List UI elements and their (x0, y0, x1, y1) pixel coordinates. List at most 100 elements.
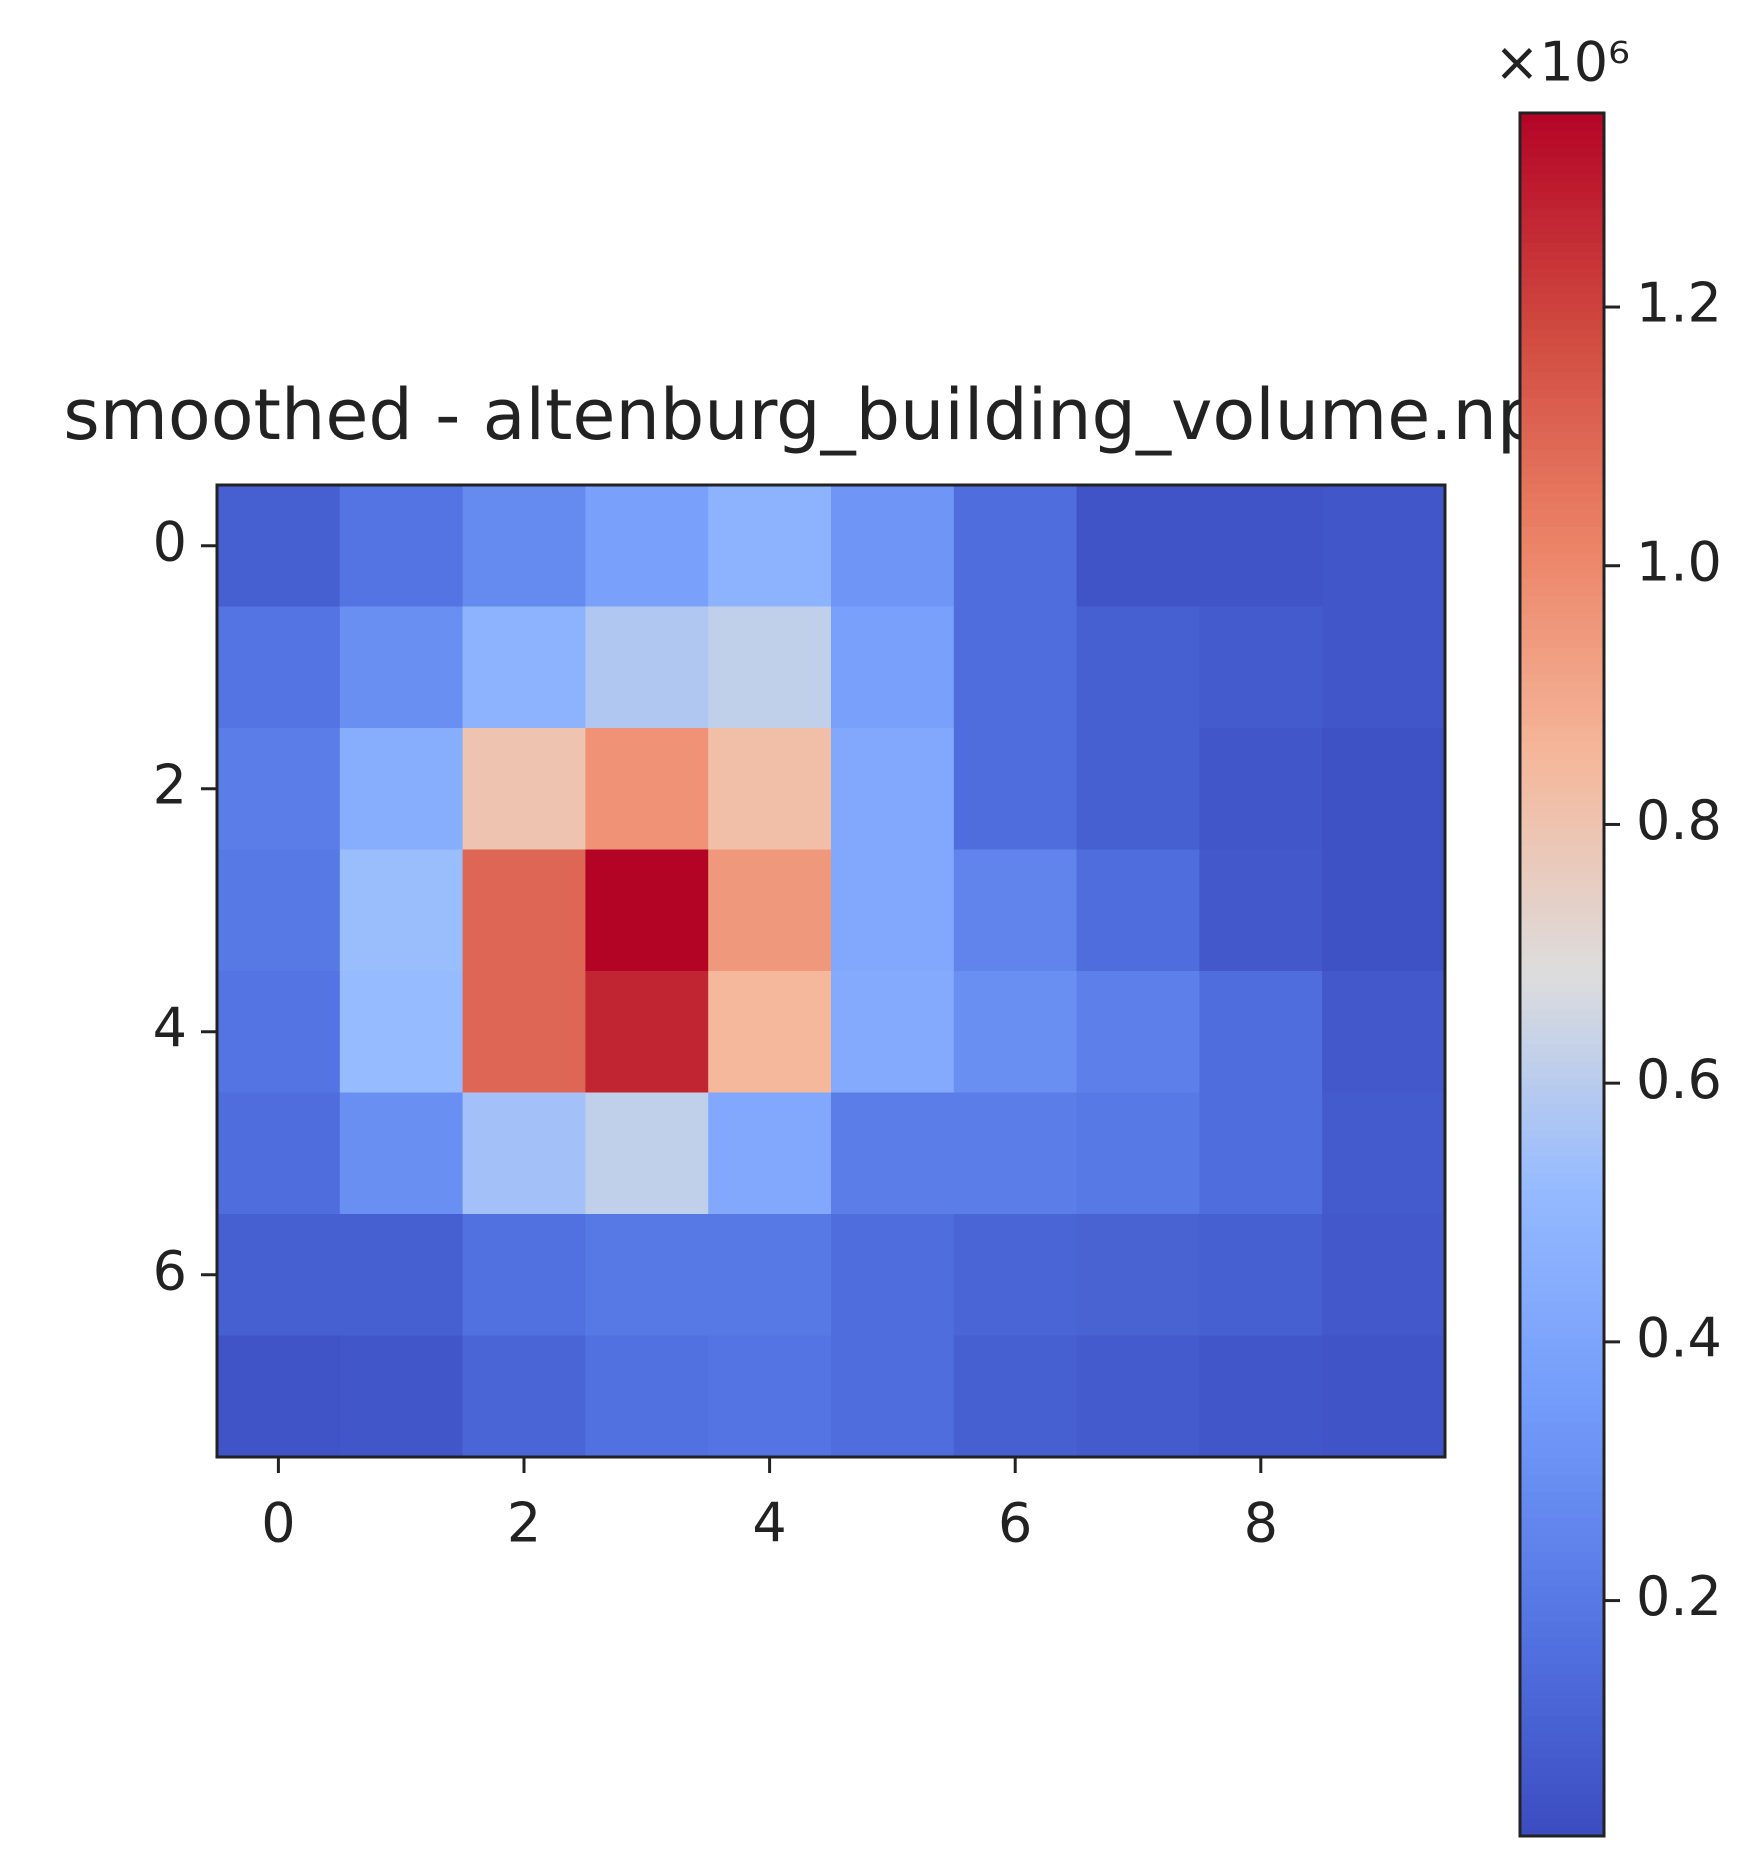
heatmap-cell (339, 1214, 464, 1336)
heatmap-cell (1322, 1335, 1446, 1458)
colorbar-segment (1520, 1603, 1604, 1613)
colorbar-segment (1520, 888, 1604, 898)
colorbar-segment (1520, 328, 1604, 338)
colorbar-segment (1520, 319, 1604, 329)
colorbar-segment (1520, 543, 1604, 553)
colorbar-segment (1520, 896, 1604, 907)
heatmap-cell (708, 849, 832, 972)
colorbar-segment (1520, 931, 1604, 941)
colorbar-segment (1520, 1043, 1604, 1053)
colorbar-segment (1520, 707, 1604, 717)
colorbar-segment (1520, 380, 1604, 390)
colorbar-segment (1520, 242, 1604, 252)
heatmap-cell (1322, 728, 1446, 850)
colorbar-segment (1520, 1784, 1604, 1794)
heatmap-cell (831, 606, 955, 729)
heatmap-cell (953, 728, 1078, 850)
colorbar-segment (1520, 1232, 1604, 1243)
heatmap-cell (1199, 485, 1323, 607)
colorbar-segment (1520, 655, 1604, 665)
colorbar-segment (1520, 336, 1604, 347)
heatmap-cell (1199, 606, 1323, 729)
colorbar-segment (1520, 207, 1604, 217)
colorbar-segment (1520, 1551, 1604, 1561)
colorbar-segment (1520, 1008, 1604, 1019)
colorbar-segment (1520, 1655, 1604, 1665)
colorbar-segment (1520, 578, 1604, 588)
colorbar-segment (1520, 957, 1604, 967)
heatmap-cell (831, 849, 955, 972)
colorbar-segment (1520, 828, 1604, 838)
colorbar-segment (1520, 1680, 1604, 1691)
heatmap-cell (953, 849, 1078, 972)
colorbar-segment (1520, 1500, 1604, 1510)
colorbar-segment (1520, 423, 1604, 433)
heatmap-cell (217, 728, 341, 850)
colorbar-segment (1520, 388, 1604, 398)
colorbar-segment (1520, 1017, 1604, 1027)
heatmap-cell (1076, 849, 1200, 972)
colorbar-segment (1520, 1241, 1604, 1251)
colorbar-segment (1520, 405, 1604, 416)
colorbar-segment (1520, 604, 1604, 614)
colorbar-offset-label: ×10⁶ (1494, 31, 1630, 94)
heatmap-cell (585, 1092, 709, 1215)
colorbar-segment (1520, 1362, 1604, 1372)
colorbar-segment (1520, 1155, 1604, 1165)
colorbar-segment (1520, 1474, 1604, 1484)
colorbar-segment (1520, 535, 1604, 545)
colorbar-segment (1520, 397, 1604, 407)
colorbar-segment (1520, 810, 1604, 821)
colorbar-segment (1520, 767, 1604, 777)
colorbar-segment (1520, 302, 1604, 312)
colorbar-segment (1520, 1103, 1604, 1113)
colorbar-segment (1520, 509, 1604, 519)
colorbar-segment (1520, 1413, 1604, 1424)
colorbar-segment (1520, 1577, 1604, 1587)
colorbar-segment (1520, 354, 1604, 364)
colorbar-segment (1520, 1215, 1604, 1225)
colorbar-segment (1520, 1827, 1604, 1837)
colorbar-segment (1520, 130, 1604, 140)
colorbar-segment (1520, 474, 1604, 485)
colorbar-segment (1520, 845, 1604, 855)
colorbar-segment (1520, 1689, 1604, 1699)
colorbar-segment (1520, 1508, 1604, 1518)
colorbar-segment (1520, 1534, 1604, 1544)
colorbar-segment (1520, 268, 1604, 278)
colorbar-segment (1520, 1646, 1604, 1656)
colorbar-segment (1520, 853, 1604, 864)
heatmap-cell (1199, 849, 1323, 972)
colorbar-segment (1520, 1319, 1604, 1329)
colorbar-segment (1520, 1767, 1604, 1777)
heatmap-cell (1322, 1092, 1446, 1215)
colorbar-segment (1520, 1026, 1604, 1036)
heatmap-cell (1076, 1214, 1200, 1336)
heatmap-cell (585, 971, 709, 1093)
heatmap-cell (1076, 1335, 1200, 1458)
heatmap-cell (585, 1214, 709, 1336)
colorbar-segment (1520, 1672, 1604, 1682)
y-tick-label: 2 (153, 753, 187, 816)
colorbar-segment (1520, 552, 1604, 562)
heatmap-cell (339, 1335, 464, 1458)
x-tick-label: 2 (507, 1492, 541, 1555)
y-tick-label: 0 (153, 510, 187, 573)
colorbar-segment (1520, 147, 1604, 157)
colorbar-segment (1520, 1112, 1604, 1122)
colorbar-segment (1520, 836, 1604, 846)
colorbar-segment (1520, 1715, 1604, 1725)
heatmap-cell (339, 485, 464, 607)
colorbar-segment (1520, 1543, 1604, 1553)
heatmap-cell (585, 1335, 709, 1458)
colorbar-segment (1520, 526, 1604, 536)
colorbar-segment (1520, 586, 1604, 597)
colorbar-segment (1520, 440, 1604, 450)
colorbar-tick-label: 1.0 (1636, 530, 1722, 593)
colorbar-segment (1520, 672, 1604, 683)
colorbar-segment (1520, 1146, 1604, 1157)
colorbar-segment (1520, 1758, 1604, 1768)
colorbar-segment (1520, 1560, 1604, 1570)
heatmap-cell (462, 971, 586, 1093)
